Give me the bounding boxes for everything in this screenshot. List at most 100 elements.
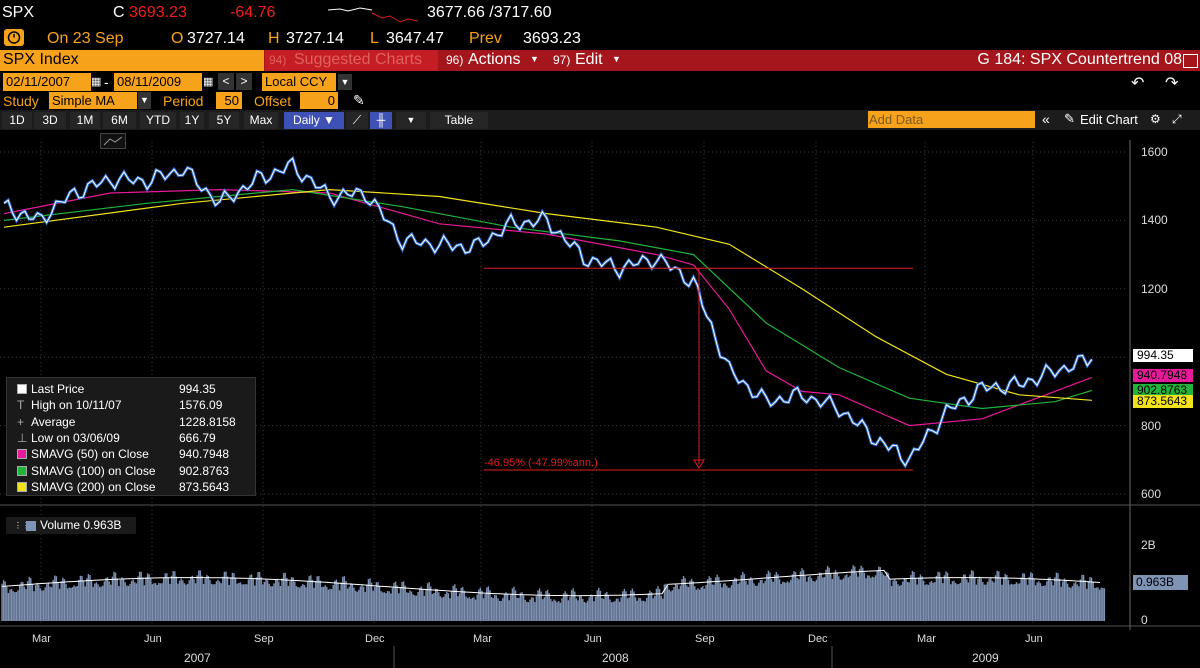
next-arrow-icon[interactable]: > (236, 73, 252, 90)
chart-style-icon[interactable] (100, 133, 126, 149)
calendar-icon[interactable]: ▦ (203, 76, 214, 88)
year-tick-label: 2009 (972, 651, 999, 665)
legend-swatch (17, 465, 27, 476)
year-tick-label: 2008 (602, 651, 629, 665)
redo-icon[interactable]: ↷ (1165, 75, 1179, 92)
settings-icon[interactable]: ⚙ (1150, 112, 1161, 126)
year-tick-label: 2007 (184, 651, 211, 665)
volume-tick-label: 0 (1141, 613, 1148, 627)
frequency-select[interactable]: Daily ▼ (284, 112, 344, 129)
month-tick-label: Dec (808, 633, 828, 645)
volume-last-tag: 0.963B (1133, 575, 1188, 590)
study-label: Study (3, 93, 39, 109)
month-tick-label: Dec (365, 633, 385, 645)
open-prefix: O (171, 30, 184, 47)
legend-swatch (17, 481, 27, 492)
month-tick-label: Sep (254, 633, 274, 645)
legend-swatch (17, 384, 27, 394)
chevron-down-icon[interactable]: ▼ (338, 74, 352, 90)
suggested-charts-button[interactable]: 94) Suggested Charts (265, 50, 438, 71)
ticker: SPX (2, 4, 35, 21)
legend-marker-icon: T (17, 398, 25, 413)
study-select[interactable]: Simple MA (49, 92, 137, 109)
chevron-down-icon[interactable]: ▼ (138, 92, 151, 109)
ma-series-line (3, 188, 1092, 401)
clock-icon[interactable] (4, 29, 24, 46)
drawdown-annotation: -46.95% (-47.99%ann.) (484, 457, 598, 469)
legend-value: 1576.09 (179, 398, 223, 413)
pencil-icon[interactable]: ✎ (353, 92, 365, 108)
prev-price: 3693.23 (523, 30, 581, 47)
collapse-icon[interactable]: « (1042, 111, 1050, 127)
calendar-icon[interactable]: ▦ (91, 76, 102, 88)
legend-label: Average (31, 414, 76, 429)
currency-select[interactable]: Local CCY (262, 73, 336, 91)
chevron-down-icon: ▼ (612, 54, 621, 64)
legend-value: 994.35 (179, 382, 216, 396)
security-name: SPX Index (3, 51, 79, 68)
end-date-input[interactable]: 08/11/2009 (114, 73, 202, 91)
table-button[interactable]: Table (430, 112, 488, 129)
legend-label: SMAVG (200) on Close (31, 479, 156, 494)
volume-bars (1, 565, 1106, 621)
range-button-1y[interactable]: 1Y (180, 112, 204, 129)
quote-header: SPX C 3693.23 -64.76 3677.66 /3717.60 (0, 0, 1200, 26)
line-chart-icon[interactable]: ⟋ (346, 112, 368, 129)
price-tick-label: 1600 (1141, 145, 1168, 159)
chevron-down-icon: ▼ (530, 54, 539, 64)
edit-chart-button[interactable]: Edit Chart (1080, 112, 1138, 127)
pencil-icon: ✎ (1064, 111, 1075, 126)
month-tick-label: Jun (584, 633, 602, 645)
legend-item: Last Price (17, 381, 84, 397)
chevron-down-icon[interactable]: ▼ (396, 112, 426, 129)
down-arrow-icon (693, 459, 705, 470)
legend-item: SMAVG (200) on Close (17, 479, 156, 495)
period-input[interactable]: 50 (216, 92, 242, 109)
range-button-1m[interactable]: 1M (70, 112, 100, 129)
add-data-input[interactable]: Add Data (868, 111, 1035, 128)
legend-item: SMAVG (50) on Close (17, 446, 149, 462)
actions-menu[interactable]: 96) Actions ▼ (446, 51, 539, 68)
month-tick-label: Mar (32, 633, 51, 645)
price-series-line (3, 157, 1093, 467)
edit-menu[interactable]: 97) Edit ▼ (553, 51, 621, 68)
close-prefix: C (113, 4, 125, 21)
range-button-1d[interactable]: 1D (2, 112, 32, 129)
range-button-6m[interactable]: 6M (103, 112, 136, 129)
undo-icon[interactable]: ↶ (1131, 75, 1145, 92)
range-button-max[interactable]: Max (244, 112, 278, 129)
window-icon[interactable] (1183, 54, 1198, 68)
range-button-3d[interactable]: 3D (34, 112, 66, 129)
legend-value: 902.8763 (179, 463, 230, 478)
prev-label: Prev (469, 30, 502, 47)
price-tag: 940.7948 (1133, 369, 1193, 382)
low-prefix: L (370, 30, 379, 47)
date-range-row: 02/11/2007 ▦ - 08/11/2009 ▦ < > Local CC… (0, 72, 1200, 92)
volume-average-line (1, 569, 1101, 597)
close-price: 3693.23 (129, 4, 187, 21)
security-field[interactable]: SPX Index (0, 50, 264, 71)
legend-label: Last Price (31, 382, 85, 396)
collapse-icon[interactable]: ⋮⋮ (14, 521, 30, 530)
legend-swatch (17, 449, 27, 460)
low-price: 3647.47 (386, 30, 444, 47)
chart-area[interactable] (0, 140, 1200, 668)
price-tick-label: 600 (1141, 487, 1162, 501)
legend-value: 940.7948 (179, 447, 230, 462)
offset-label: Offset (254, 93, 292, 109)
chart-title: G 184: SPX Countertrend 08 (977, 51, 1182, 68)
expand-icon[interactable]: ⤢ (1172, 112, 1182, 126)
month-tick-label: Sep (695, 633, 715, 645)
legend-item: T High on 10/11/07 (17, 397, 122, 413)
legend-value: 666.79 (179, 430, 216, 445)
start-date-input[interactable]: 02/11/2007 (3, 73, 91, 91)
period-label: Period (163, 93, 204, 109)
price-tick-label: 1400 (1141, 213, 1168, 228)
price-tag: 873.5643 (1133, 395, 1193, 408)
candle-chart-icon[interactable]: ╫ (370, 112, 392, 129)
range-button-ytd[interactable]: YTD (140, 112, 176, 129)
range-button-5y[interactable]: 5Y (209, 112, 239, 129)
legend-item: ⊥ Low on 03/06/09 (17, 430, 120, 446)
offset-input[interactable]: 0 (300, 92, 338, 109)
previous-arrow-icon[interactable]: < (218, 73, 234, 90)
